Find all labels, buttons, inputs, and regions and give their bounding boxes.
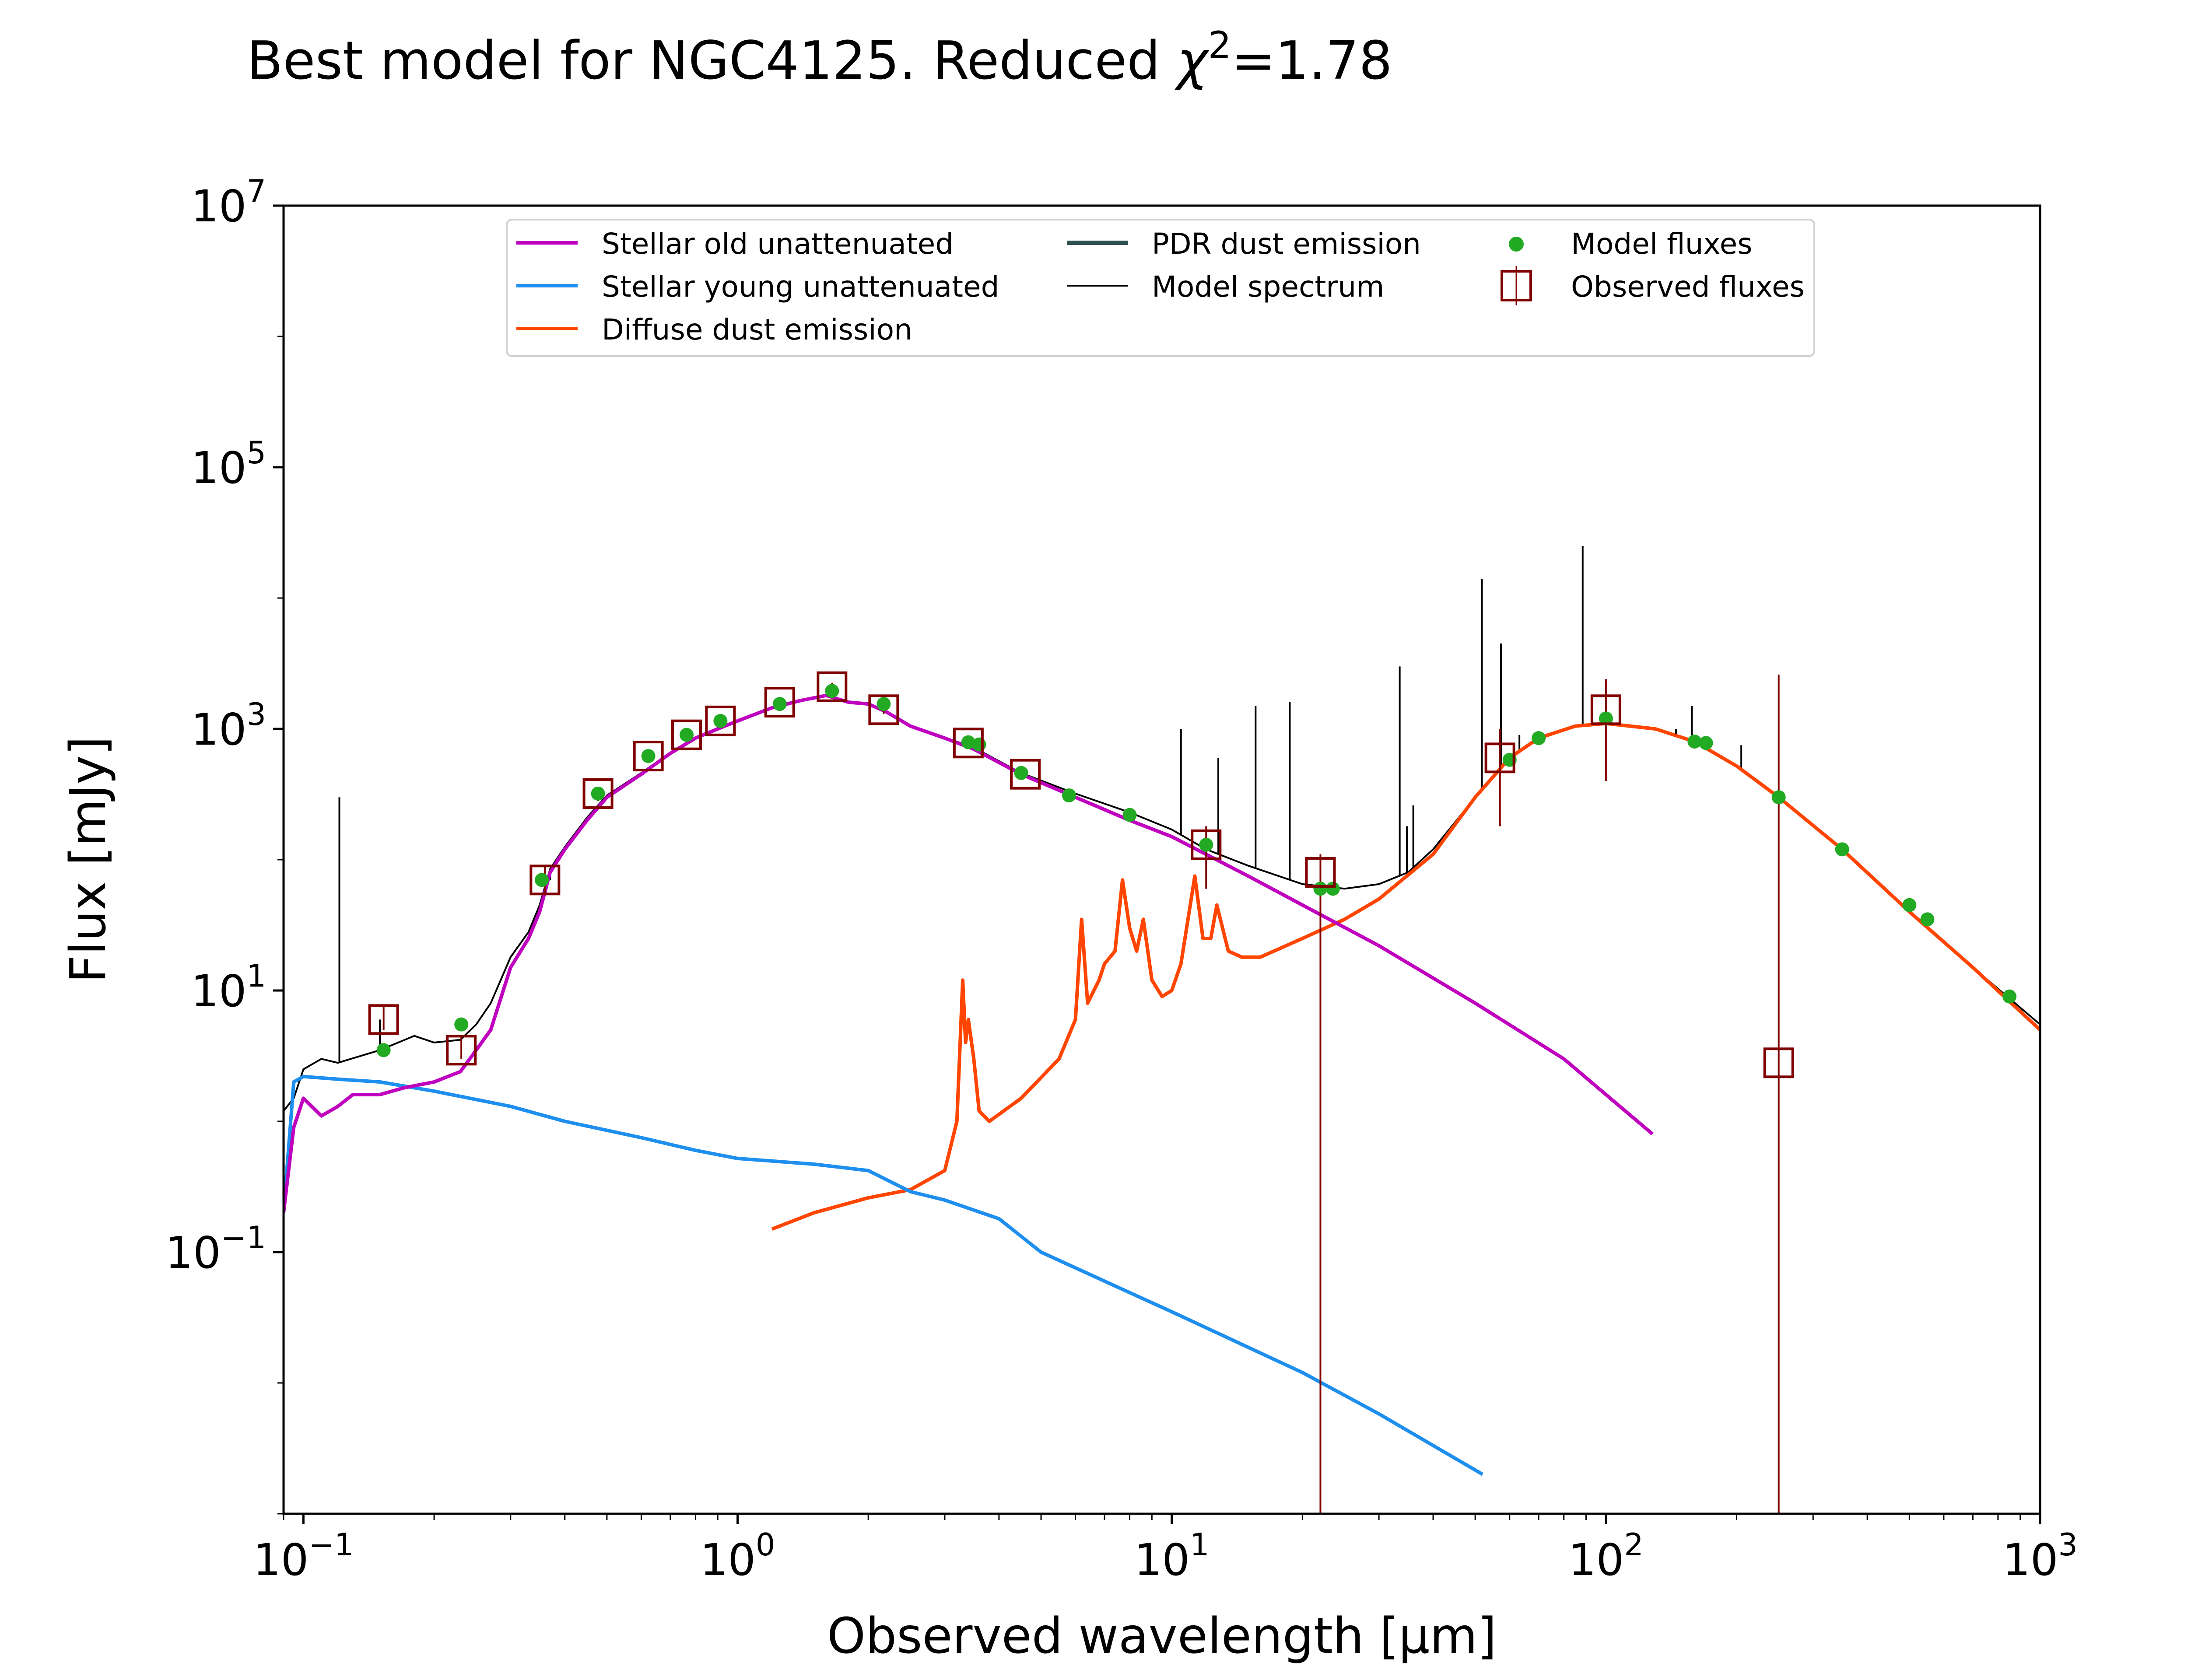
legend-label-diffuse-dust: Diffuse dust emission [602, 313, 912, 346]
model-flux-point [641, 749, 656, 763]
observed-flux-marker [582, 778, 614, 809]
legend-label-stellar-young: Stellar young unattenuated [602, 270, 999, 304]
model-flux-point [454, 1017, 469, 1032]
model-flux-point [535, 873, 549, 887]
model-flux-point [877, 697, 891, 711]
legend-label-model-fluxes: Model fluxes [1571, 227, 1753, 261]
observed-flux-marker [671, 719, 702, 750]
tick-layer: 10−1 100 101 102 103 10−1 101 103 105 107 [165, 173, 2078, 1586]
model-flux-point [1835, 842, 1849, 857]
observed-flux-marker [764, 686, 795, 718]
model-flux-point [679, 728, 694, 742]
observed-flux-marker [1590, 694, 1621, 725]
observed-flux-marker [368, 1004, 399, 1035]
legend-label-observed-fluxes: Observed fluxes [1571, 270, 1805, 304]
legend-box [506, 219, 1815, 357]
model-flux-point [972, 737, 986, 752]
title-chi: χ [1175, 31, 1210, 91]
x-axis-label: Observed wavelength [μm] [827, 1608, 1497, 1665]
observed-flux-marker [446, 1035, 477, 1066]
model-flux-point [961, 735, 975, 749]
model-flux-point [825, 684, 839, 698]
observed-flux-marker [953, 728, 984, 759]
observed-flux-marker [633, 741, 664, 772]
y-axis-label: Flux [mJy] [60, 736, 117, 983]
model-flux-point [1599, 711, 1613, 726]
model-flux-point [1902, 898, 1917, 912]
marker-layer [368, 671, 2016, 1078]
legend-marker-model-fluxes [1509, 237, 1524, 252]
legend-label-stellar-old: Stellar old unattenuated [602, 227, 954, 261]
observed-flux-marker [1305, 857, 1336, 888]
x-tick-label: 103 [2002, 1527, 2078, 1586]
model-flux-point [376, 1043, 391, 1057]
model-flux-point [1920, 912, 1935, 927]
chart-title: Best model for NGC4125. Reduced χ2=1.78 [247, 24, 1392, 91]
model-flux-point [1313, 882, 1328, 896]
observed-flux-marker [1010, 759, 1041, 790]
model-flux-point [1014, 766, 1028, 780]
y-tick-label: 103 [191, 696, 266, 755]
legend-label-pdr-dust: PDR dust emission [1152, 227, 1421, 261]
y-tick-label: 10−1 [165, 1220, 266, 1278]
model-flux-point [2002, 989, 2016, 1004]
legend-label-model-spectrum: Model spectrum [1152, 270, 1384, 304]
model-flux-point [1199, 837, 1213, 852]
observed-flux-marker [1763, 1047, 1794, 1078]
x-tick-label: 100 [700, 1527, 775, 1586]
model-flux-point [1699, 736, 1713, 750]
model-flux-point [1771, 790, 1786, 805]
observed-flux-marker [868, 694, 899, 725]
y-tick-label: 107 [191, 173, 266, 232]
model-flux-point [713, 714, 728, 728]
series-line-diffuse-dust-emission [771, 721, 2040, 1231]
x-tick-label: 102 [1568, 1527, 1644, 1586]
model-flux-point [1532, 731, 1546, 746]
title-superscript: 2 [1208, 24, 1231, 66]
observed-flux-marker [705, 705, 736, 736]
model-flux-point [772, 697, 787, 711]
y-tick-label: 105 [191, 435, 266, 494]
observed-flux-marker [1191, 829, 1222, 860]
x-tick-label: 101 [1134, 1527, 1210, 1586]
model-flux-point [591, 786, 605, 801]
x-tick-label: 10−1 [253, 1527, 354, 1586]
model-flux-point [1325, 882, 1340, 896]
legend: Stellar old unattenuated Stellar young u… [506, 219, 1815, 357]
model-flux-point [1687, 734, 1702, 749]
series-line-stellar-young-unattenuated [284, 1074, 1484, 1476]
model-flux-point [1062, 788, 1076, 803]
observed-flux-marker [817, 671, 848, 702]
model-flux-point [1122, 808, 1137, 822]
observed-flux-marker [529, 864, 561, 896]
observed-flux-marker [1484, 742, 1515, 774]
y-tick-label: 101 [191, 958, 266, 1017]
